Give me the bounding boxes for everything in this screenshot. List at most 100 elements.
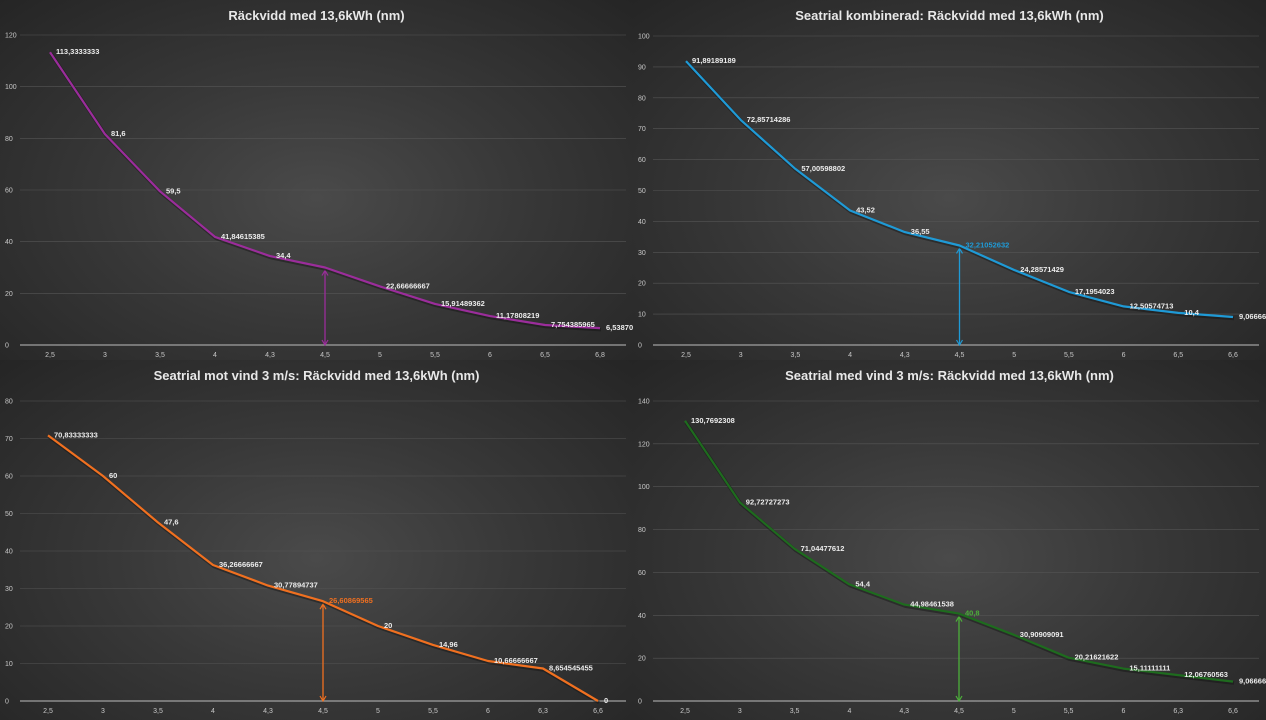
y-tick-label: 80 xyxy=(5,399,13,406)
y-tick-label: 70 xyxy=(5,436,13,443)
x-tick-label: 6,3 xyxy=(538,708,548,715)
x-tick-label: 6 xyxy=(1122,352,1126,359)
y-tick-label: 120 xyxy=(638,441,650,448)
y-tick-label: 100 xyxy=(638,34,650,41)
y-tick-label: 60 xyxy=(5,474,13,481)
x-tick-label: 4,3 xyxy=(265,352,275,359)
marker-arrow-head-bottom xyxy=(955,695,963,703)
x-tick-label: 3,5 xyxy=(791,352,801,359)
y-tick-label: 80 xyxy=(5,136,13,143)
x-tick-label: 2,5 xyxy=(680,708,690,715)
y-tick-label: 80 xyxy=(638,95,646,102)
chart-title: Räckvidd med 13,6kWh (nm) xyxy=(228,8,405,23)
y-tick-label: 20 xyxy=(638,656,646,663)
data-label: 30,77894737 xyxy=(274,581,318,590)
data-label: 10,66666667 xyxy=(494,656,538,665)
x-tick-label: 4 xyxy=(847,708,851,715)
data-label: 15,91489362 xyxy=(441,299,485,308)
x-tick-label: 5 xyxy=(378,352,382,359)
chart-panel-seatrial-headwind: Seatrial mot vind 3 m/s: Räckvidd med 13… xyxy=(0,360,633,720)
x-tick-label: 6,5 xyxy=(540,352,550,359)
data-label: 40,8 xyxy=(965,609,980,618)
data-label: 41,84615385 xyxy=(221,232,265,241)
marker-arrow-head-top xyxy=(319,603,327,610)
x-tick-label: 6 xyxy=(486,708,490,715)
data-label: 6,538709677 xyxy=(606,323,633,332)
data-label: 34,4 xyxy=(276,251,291,260)
x-tick-label: 6,6 xyxy=(1228,708,1238,715)
x-tick-label: 3,5 xyxy=(153,708,163,715)
data-label: 15,11111111 xyxy=(1129,664,1170,673)
x-tick-label: 4,5 xyxy=(954,708,964,715)
marker-arrow-head-bottom xyxy=(955,339,964,347)
x-tick-label: 6,5 xyxy=(1173,352,1183,359)
chart-svg: 0 20 40 60 80 100 120 2,5 3 3,5 4 4,3 4,5 5 5,5 6 6,5 6,8… xyxy=(5,33,633,360)
data-label: 12,06760563 xyxy=(1184,670,1228,679)
y-tick-label: 80 xyxy=(638,527,646,534)
data-label: 32,21052632 xyxy=(966,240,1010,249)
data-label: 72,85714286 xyxy=(747,115,791,124)
x-tick-label: 2,5 xyxy=(681,352,691,359)
y-tick-label: 40 xyxy=(5,239,13,246)
marker-arrow-head-top xyxy=(955,247,964,254)
data-label: 8,654545455 xyxy=(549,664,593,673)
x-tick-label: 4 xyxy=(848,352,852,359)
chart-svg: 0 10 20 30 40 50 60 70 80 90 100 2,5 3 3,5 4 4,3 4,5 5 5,5… xyxy=(638,34,1266,360)
y-tick-label: 0 xyxy=(638,699,642,706)
y-tick-label: 0 xyxy=(638,343,642,350)
y-tick-label: 100 xyxy=(5,84,17,91)
y-tick-label: 10 xyxy=(638,312,646,319)
data-label: 17,1954023 xyxy=(1075,287,1115,296)
data-label: 57,00598802 xyxy=(801,164,845,173)
data-label: 59,5 xyxy=(166,186,181,195)
series-line-shadow xyxy=(49,52,602,332)
data-label: 24,28571429 xyxy=(1020,265,1064,274)
y-tick-label: 60 xyxy=(5,188,13,195)
y-tick-label: 30 xyxy=(5,586,13,593)
series-line xyxy=(684,420,1234,683)
x-tick-label: 4,3 xyxy=(900,352,910,359)
data-label: 81,6 xyxy=(111,129,126,138)
x-tick-label: 5,5 xyxy=(1064,352,1074,359)
data-label: 47,6 xyxy=(164,518,179,527)
series-line xyxy=(49,51,601,330)
x-tick-label: 5 xyxy=(1012,708,1016,715)
data-label: 92,72727273 xyxy=(746,497,790,506)
data-label: 36,55 xyxy=(911,227,930,236)
x-tick-label: 6,8 xyxy=(595,352,605,359)
y-tick-label: 0 xyxy=(5,699,9,706)
x-tick-label: 6 xyxy=(1121,708,1125,715)
x-tick-label: 4 xyxy=(211,708,215,715)
y-tick-label: 90 xyxy=(638,64,646,71)
x-tick-label: 5,5 xyxy=(428,708,438,715)
marker-arrow-head-top xyxy=(955,615,963,622)
chart-panel-range: Räckvidd med 13,6kWh (nm) 0 20 40 60 80 100 12… xyxy=(0,0,633,360)
data-label: 12,50574713 xyxy=(1130,301,1174,310)
x-tick-label: 2,5 xyxy=(43,708,53,715)
data-label: 130,7692308 xyxy=(691,416,735,425)
data-label: 10,4 xyxy=(1184,308,1199,317)
y-tick-label: 60 xyxy=(638,157,646,164)
data-label: 26,60869565 xyxy=(329,596,373,605)
y-tick-label: 20 xyxy=(638,281,646,288)
y-tick-label: 0 xyxy=(5,343,9,350)
y-tick-label: 40 xyxy=(638,219,646,226)
data-label: 0 xyxy=(604,696,608,705)
y-tick-label: 50 xyxy=(638,188,646,195)
x-tick-label: 6,6 xyxy=(1228,352,1238,359)
x-tick-label: 4 xyxy=(213,352,217,359)
marker-arrow-head-bottom xyxy=(321,339,329,347)
series-line-shadow xyxy=(684,421,1235,685)
data-label: 9,066666667 xyxy=(1239,677,1266,686)
x-tick-label: 4,5 xyxy=(955,352,965,359)
data-label: 11,17808219 xyxy=(496,311,539,320)
data-label: 36,26666667 xyxy=(219,560,263,569)
series-line xyxy=(47,434,599,702)
x-tick-label: 4,5 xyxy=(320,352,330,359)
y-tick-label: 100 xyxy=(638,484,650,491)
data-label: 20,21621622 xyxy=(1075,653,1119,662)
x-tick-label: 4,5 xyxy=(318,708,328,715)
x-tick-label: 5,5 xyxy=(1064,708,1074,715)
data-label: 30,90909091 xyxy=(1020,630,1064,639)
data-label: 113,3333333 xyxy=(56,47,99,56)
